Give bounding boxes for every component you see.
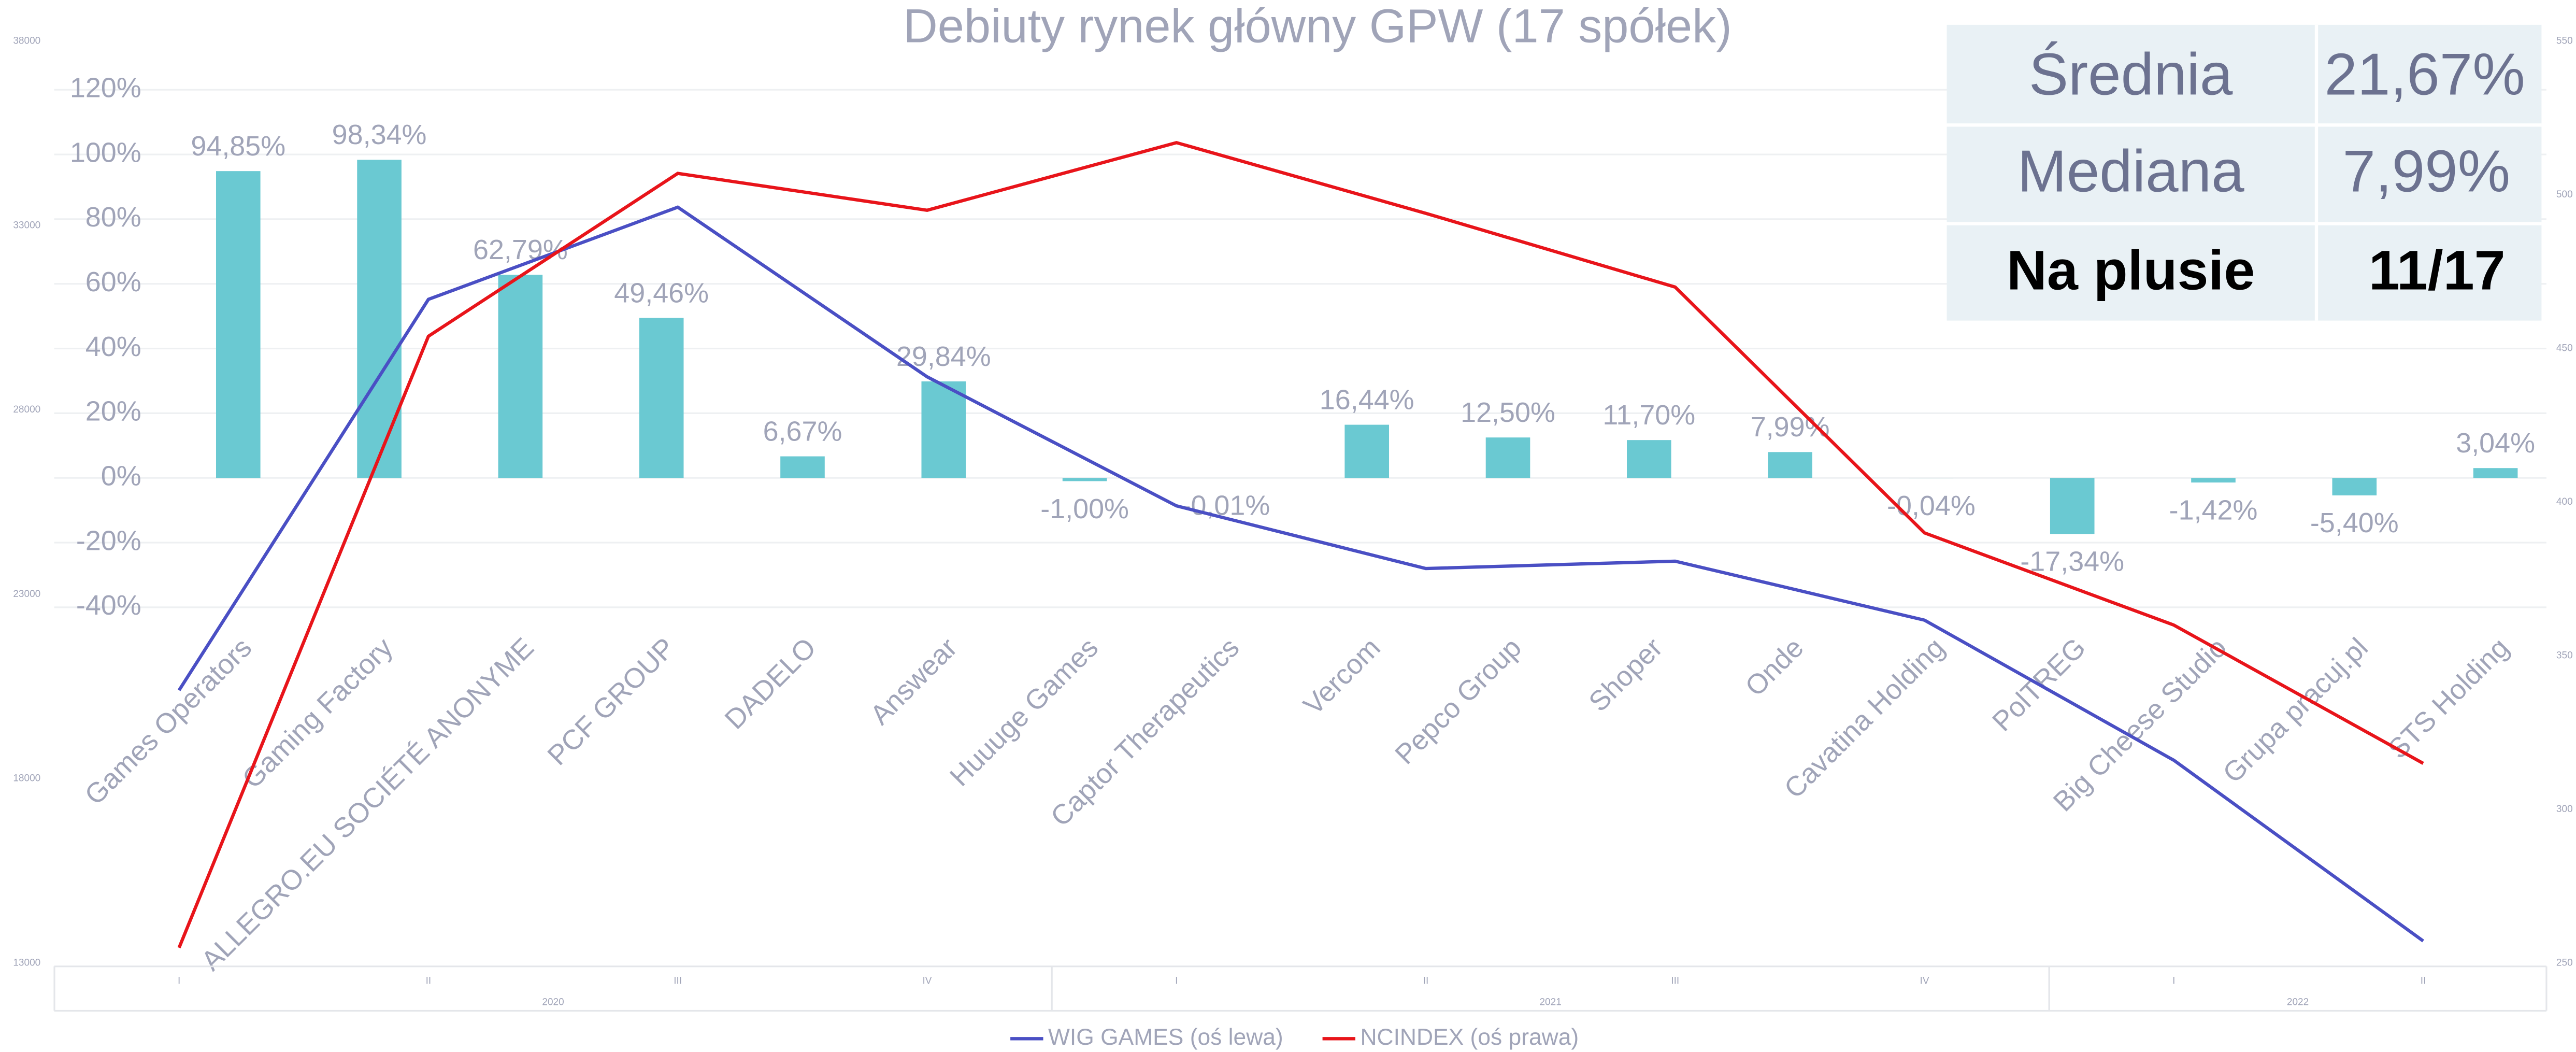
- y-tick-label: 120%: [70, 72, 141, 103]
- x2-tick-label: II: [2421, 975, 2426, 986]
- bar: [2050, 478, 2095, 534]
- data-label: 49,46%: [614, 277, 709, 308]
- x-tick-label: Shoper: [1583, 632, 1668, 717]
- y2-tick-label: 18000: [13, 773, 40, 784]
- x-tick-label: Vercom: [1297, 632, 1386, 721]
- table-cell: 21,67%: [2325, 42, 2525, 108]
- bar: [216, 171, 261, 478]
- data-label: 6,67%: [763, 416, 842, 447]
- data-label: 62,79%: [473, 234, 568, 265]
- bar: [1344, 424, 1390, 478]
- x-tick-label: Games Operators: [79, 632, 257, 811]
- legend-label: NCINDEX (oś prawa): [1361, 1025, 1579, 1050]
- x2-tick-label: I: [1175, 975, 1178, 986]
- group-label: 2022: [2287, 997, 2309, 1008]
- x-tick-label: DADELO: [719, 632, 822, 735]
- x2-tick-label: III: [1671, 975, 1679, 986]
- data-label: -0,01%: [1182, 490, 1270, 521]
- y-tick-label: 20%: [85, 396, 141, 427]
- x-tick-label: STS Holding: [2382, 632, 2515, 764]
- data-label: -17,34%: [2020, 546, 2124, 577]
- summary-table: Średnia 21,67% Mediana 7,99% Na plusie 1…: [1947, 24, 2542, 321]
- x2-tick-label: III: [674, 975, 682, 986]
- table-cell: Mediana: [2017, 139, 2244, 205]
- y-tick-label: -40%: [76, 590, 141, 621]
- x2-tick-label: IV: [922, 975, 932, 986]
- bar: [1627, 440, 1671, 478]
- bar: [639, 318, 684, 478]
- data-label: 94,85%: [191, 131, 285, 162]
- x2-tick-label: I: [2172, 975, 2175, 986]
- data-label: 98,34%: [332, 119, 427, 150]
- y3-tick-label: 550: [2556, 36, 2573, 47]
- data-label: 3,04%: [2456, 428, 2535, 459]
- y2-tick-label: 23000: [13, 589, 40, 600]
- bar: [1062, 478, 1107, 481]
- y3-tick-label: 300: [2556, 804, 2573, 815]
- x-tick-label: PCF GROUP: [541, 632, 681, 771]
- x-tick-label: Gaming Factory: [236, 632, 399, 794]
- x-tick-label: Huuuge Games: [944, 632, 1104, 792]
- bar: [780, 456, 825, 478]
- bar: [1485, 437, 1530, 478]
- line-series: [177, 140, 2424, 949]
- x-tick-label: Onde: [1739, 632, 1810, 702]
- chart-title: Debiuty rynek główny GPW (17 spółek): [903, 0, 1731, 53]
- data-label: 16,44%: [1320, 384, 1414, 415]
- data-label: 11,70%: [1602, 400, 1695, 431]
- y3-tick-label: 500: [2556, 189, 2573, 200]
- y3-tick-label: 400: [2556, 496, 2573, 507]
- data-label: -1,42%: [2169, 494, 2258, 525]
- y-tick-label: 0%: [101, 460, 141, 491]
- x-tick-label: Pepco Group: [1389, 632, 1527, 770]
- bar: [2191, 478, 2236, 483]
- y3-tick-label: 350: [2556, 650, 2573, 661]
- group-label: 2020: [542, 997, 564, 1008]
- y-tick-label: 80%: [85, 202, 141, 233]
- bar: [2332, 478, 2377, 495]
- group-label: 2021: [1539, 997, 1561, 1008]
- data-label: -5,40%: [2310, 507, 2399, 538]
- legend-label: WIG GAMES (oś lewa): [1048, 1025, 1283, 1050]
- bar: [921, 381, 966, 478]
- x2-tick-label: I: [178, 975, 180, 986]
- table-background: [1947, 24, 2542, 321]
- y2-tick-label: 33000: [13, 220, 40, 231]
- x-tick-label: Grupa pracuj.pl: [2217, 632, 2374, 789]
- y2-tick-label: 28000: [13, 404, 40, 415]
- y-tick-label: 60%: [85, 266, 141, 297]
- y-tick-label: 40%: [85, 331, 141, 362]
- y3-tick-label: 450: [2556, 343, 2573, 354]
- x-tick-label: Answear: [864, 632, 963, 731]
- x2-tick-label: IV: [1920, 975, 1929, 986]
- data-label: 12,50%: [1461, 397, 1555, 428]
- table-cell: 11/17: [2369, 238, 2506, 301]
- bar: [498, 275, 543, 478]
- y-tick-label: -20%: [76, 525, 141, 556]
- table-cell: Na plusie: [2007, 238, 2255, 301]
- y3-tick-label: 250: [2556, 957, 2573, 968]
- bar: [1768, 452, 1812, 478]
- y2-tick-label: 13000: [13, 957, 40, 968]
- y-tick-label: 100%: [70, 137, 141, 168]
- table-cell: 7,99%: [2343, 139, 2511, 205]
- bar: [2473, 468, 2518, 478]
- x2-tick-label: II: [1423, 975, 1429, 986]
- data-label: -1,00%: [1040, 493, 1129, 524]
- y2-tick-label: 38000: [13, 36, 40, 47]
- data-label: -0,04%: [1887, 490, 1976, 521]
- x2-tick-label: II: [426, 975, 432, 986]
- table-cell: Średnia: [2029, 41, 2233, 108]
- bar: [357, 160, 402, 478]
